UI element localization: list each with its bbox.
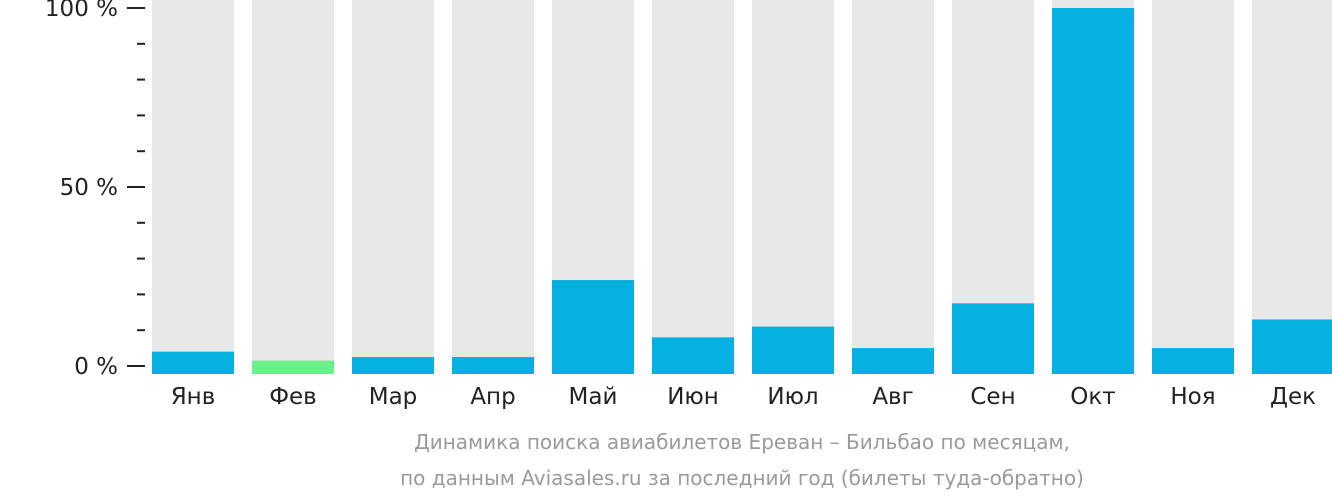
x-tick-label: Июн bbox=[667, 384, 719, 410]
bars bbox=[152, 0, 1332, 374]
bar-3 bbox=[352, 357, 434, 374]
y-tick-label: 100 % bbox=[45, 0, 118, 22]
bar-background-6 bbox=[652, 0, 734, 374]
bar-chart: 0 % 50 % 100 % Янв Фев Мар Апр Май Июн Июл Авг Сен… bbox=[45, 0, 1332, 410]
bar-background-4 bbox=[452, 0, 534, 374]
bar-background-8 bbox=[852, 0, 934, 374]
bar-9 bbox=[952, 303, 1034, 374]
bar-1 bbox=[152, 351, 234, 374]
x-tick-label: Июл bbox=[767, 384, 818, 410]
x-axis-labels: Янв Фев Мар Апр Май Июн Июл Авг Сен Окт Ноя Дек bbox=[171, 384, 1316, 410]
bar-background-7 bbox=[752, 0, 834, 374]
bar-background-2 bbox=[252, 0, 334, 374]
bar-background-11 bbox=[1152, 0, 1234, 374]
x-tick-label: Сен bbox=[970, 384, 1015, 410]
x-tick-label: Дек bbox=[1270, 384, 1316, 410]
y-tick-label: 50 % bbox=[60, 175, 118, 201]
x-tick-label: Окт bbox=[1070, 384, 1115, 410]
y-axis: 0 % 50 % 100 % bbox=[45, 0, 145, 380]
x-tick-label: Май bbox=[569, 384, 618, 410]
bar-8 bbox=[852, 348, 934, 374]
bar-6 bbox=[652, 337, 734, 374]
chart-caption-line-2: по данным Aviasales.ru за последний год … bbox=[400, 466, 1084, 490]
x-tick-label: Янв bbox=[171, 384, 216, 410]
bar-background-12 bbox=[1252, 0, 1332, 374]
chart-caption-line-1: Динамика поиска авиабилетов Ереван – Бил… bbox=[414, 430, 1070, 454]
bar-background-1 bbox=[152, 0, 234, 374]
x-tick-label: Апр bbox=[470, 384, 515, 410]
bar-7 bbox=[752, 326, 834, 374]
x-tick-label: Мар bbox=[369, 384, 418, 410]
bar-2 bbox=[252, 360, 334, 374]
bar-10 bbox=[1052, 8, 1134, 374]
bar-11 bbox=[1152, 348, 1234, 374]
bar-12 bbox=[1252, 319, 1332, 374]
bar-4 bbox=[452, 357, 534, 374]
x-tick-label: Ноя bbox=[1170, 384, 1215, 410]
bar-background-3 bbox=[352, 0, 434, 374]
x-tick-label: Фев bbox=[269, 384, 317, 410]
x-tick-label: Авг bbox=[872, 384, 913, 410]
bar-5 bbox=[552, 280, 634, 374]
y-tick-label: 0 % bbox=[74, 354, 118, 380]
